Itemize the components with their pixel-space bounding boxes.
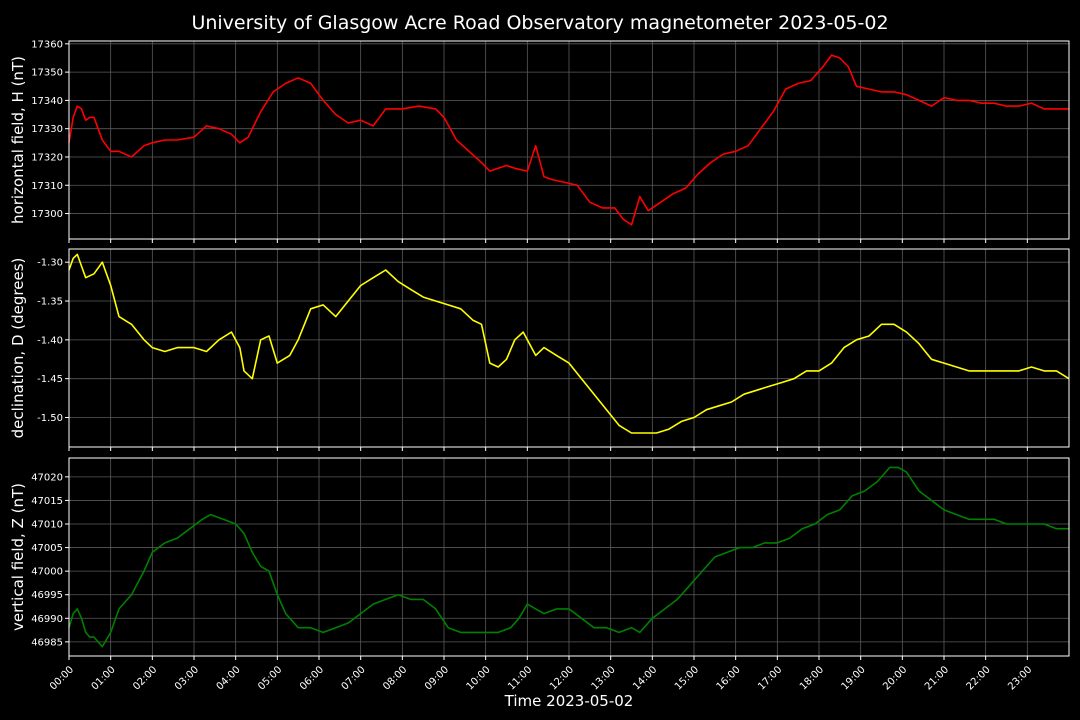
x-axis-label: Time 2023-05-02 xyxy=(504,692,634,710)
y-tick-label: -1.35 xyxy=(37,297,63,308)
plot-frame xyxy=(68,40,1070,240)
chart-title: University of Glasgow Acre Road Observat… xyxy=(191,12,888,34)
y-tick-label: -1.40 xyxy=(37,335,63,346)
y-tick-label: 17330 xyxy=(31,124,63,135)
y-axis-label: vertical field, Z (nT) xyxy=(9,483,27,631)
y-tick-label: 47005 xyxy=(31,543,63,554)
series-line-1 xyxy=(68,253,1070,434)
series-line-2 xyxy=(68,466,1069,648)
y-tick-label: -1.50 xyxy=(37,413,63,424)
y-tick-label: -1.30 xyxy=(37,258,63,269)
y-tick-label: 47010 xyxy=(31,520,63,531)
plot-frame xyxy=(68,457,1070,657)
panel-1: -1.50 -1.45 -1.40 -1.35 -1.30 declination, D … xyxy=(9,248,1070,451)
plot-frame xyxy=(68,248,1070,448)
y-tick-label: 47015 xyxy=(31,496,63,507)
y-tick-label: 17310 xyxy=(31,181,63,192)
y-tick-label: 17350 xyxy=(31,68,63,79)
y-tick-label: 17300 xyxy=(31,209,63,220)
y-tick-label: 46990 xyxy=(31,614,63,625)
y-axis-label: declination, D (degrees) xyxy=(9,258,27,439)
panel-2: 46985 46990 46995 47000 47005 47010 47015 47020… xyxy=(9,457,1070,660)
panel-0: 17300 17310 17320 17330 17340 17350 17360 horiz… xyxy=(9,39,1070,243)
y-tick-label: 17320 xyxy=(31,152,63,163)
y-tick-label: 17340 xyxy=(31,96,63,107)
y-tick-label: 47000 xyxy=(31,567,63,578)
series-line-0 xyxy=(68,54,1069,226)
y-tick-label: 17360 xyxy=(31,39,63,50)
y-tick-label: 47020 xyxy=(31,472,63,483)
y-axis-label: horizontal field, H (nT) xyxy=(9,56,27,224)
y-tick-label: -1.45 xyxy=(37,374,63,385)
y-tick-label: 46995 xyxy=(31,590,63,601)
y-tick-label: 46985 xyxy=(31,637,63,648)
